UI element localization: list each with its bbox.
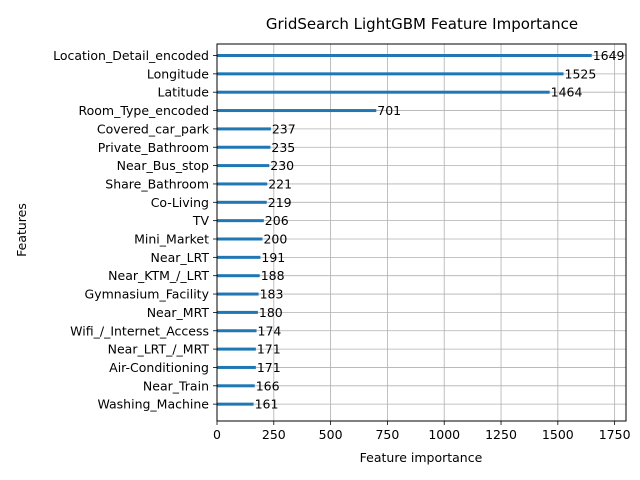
data-label: 161 — [255, 397, 279, 412]
bar — [217, 329, 257, 333]
y-tick-label: Share_Bathroom — [105, 176, 209, 191]
data-label: 180 — [259, 305, 283, 320]
x-tick-label: 1250 — [485, 427, 517, 442]
bar — [217, 219, 264, 223]
y-tick-label: Private_Bathroom — [98, 140, 209, 155]
data-label: 206 — [265, 213, 289, 228]
y-tick-label: Co-Living — [151, 195, 209, 210]
y-tick-label: Gymnasium_Facility — [85, 287, 210, 302]
bar — [217, 384, 255, 388]
bar — [217, 72, 564, 76]
x-tick-label: 0 — [213, 427, 221, 442]
data-label: 219 — [268, 195, 292, 210]
data-label: 237 — [272, 121, 296, 136]
data-label: 171 — [257, 360, 281, 375]
chart-title: GridSearch LightGBM Feature Importance — [266, 15, 578, 33]
y-tick-label: Latitude — [158, 85, 210, 100]
y-tick-label: TV — [192, 213, 210, 228]
data-label: 191 — [261, 250, 285, 265]
data-label: 183 — [260, 287, 284, 302]
x-tick-label: 250 — [262, 427, 286, 442]
bar — [217, 109, 377, 113]
data-label: 221 — [268, 176, 292, 191]
y-tick-label: Longitude — [147, 66, 209, 81]
x-axis-title: Feature importance — [360, 450, 483, 465]
x-tick-label: 1000 — [428, 427, 460, 442]
data-label: 188 — [261, 268, 285, 283]
bar — [217, 200, 267, 204]
y-tick-label: Washing_Machine — [97, 397, 209, 412]
y-axis-title: Features — [14, 203, 29, 257]
y-tick-label: Near_KTM_/_LRT — [108, 268, 209, 283]
bar — [217, 274, 260, 278]
plot-frame — [216, 43, 627, 422]
data-label: 174 — [258, 323, 282, 338]
bar — [217, 402, 254, 406]
data-label: 235 — [271, 140, 295, 155]
y-ticks: Location_Detail_encoded Longitude Latitude… — [53, 48, 217, 412]
data-label: 1464 — [551, 85, 583, 100]
data-label: 230 — [270, 158, 294, 173]
bar — [217, 365, 256, 369]
x-tick-label: 500 — [319, 427, 343, 442]
bar — [217, 292, 259, 296]
bar — [217, 347, 256, 351]
bar — [217, 255, 261, 259]
y-tick-label: Room_Type_encoded — [79, 103, 210, 118]
y-tick-label: Wifi_/_Internet_Access — [70, 323, 209, 338]
x-ticks: 0 250 500 750 1000 1250 1500 1750 — [213, 421, 631, 442]
bar — [217, 310, 258, 314]
y-tick-label: Mini_Market — [134, 232, 209, 247]
data-label: 166 — [256, 378, 280, 393]
data-label: 701 — [377, 103, 401, 118]
data-labels: 1649 1525 1464 701 237 235 230 221 219 206 200 191 1… — [255, 48, 625, 412]
data-label: 1525 — [565, 66, 597, 81]
y-tick-label: Near_MRT — [147, 305, 210, 320]
bar — [217, 164, 270, 168]
bar — [217, 54, 592, 57]
data-label: 1649 — [593, 48, 625, 63]
y-tick-label: Near_Bus_stop — [117, 158, 209, 173]
x-tick-label: 750 — [375, 427, 399, 442]
bar — [217, 127, 271, 131]
data-label: 200 — [263, 232, 287, 247]
bars — [217, 54, 592, 406]
y-tick-label: Near_Train — [143, 378, 209, 393]
y-tick-label: Near_LRT — [151, 250, 210, 265]
data-label: 171 — [257, 342, 281, 357]
bar — [217, 237, 263, 241]
y-tick-label: Air-Conditioning — [109, 360, 209, 375]
y-tick-label: Near_LRT_/_MRT — [108, 342, 210, 357]
y-tick-label: Covered_car_park — [97, 121, 210, 136]
bar — [217, 182, 268, 186]
x-tick-label: 1500 — [542, 427, 574, 442]
bar — [217, 90, 550, 94]
bar — [217, 145, 271, 149]
x-tick-label: 1750 — [599, 427, 631, 442]
y-tick-label: Location_Detail_encoded — [53, 48, 209, 63]
